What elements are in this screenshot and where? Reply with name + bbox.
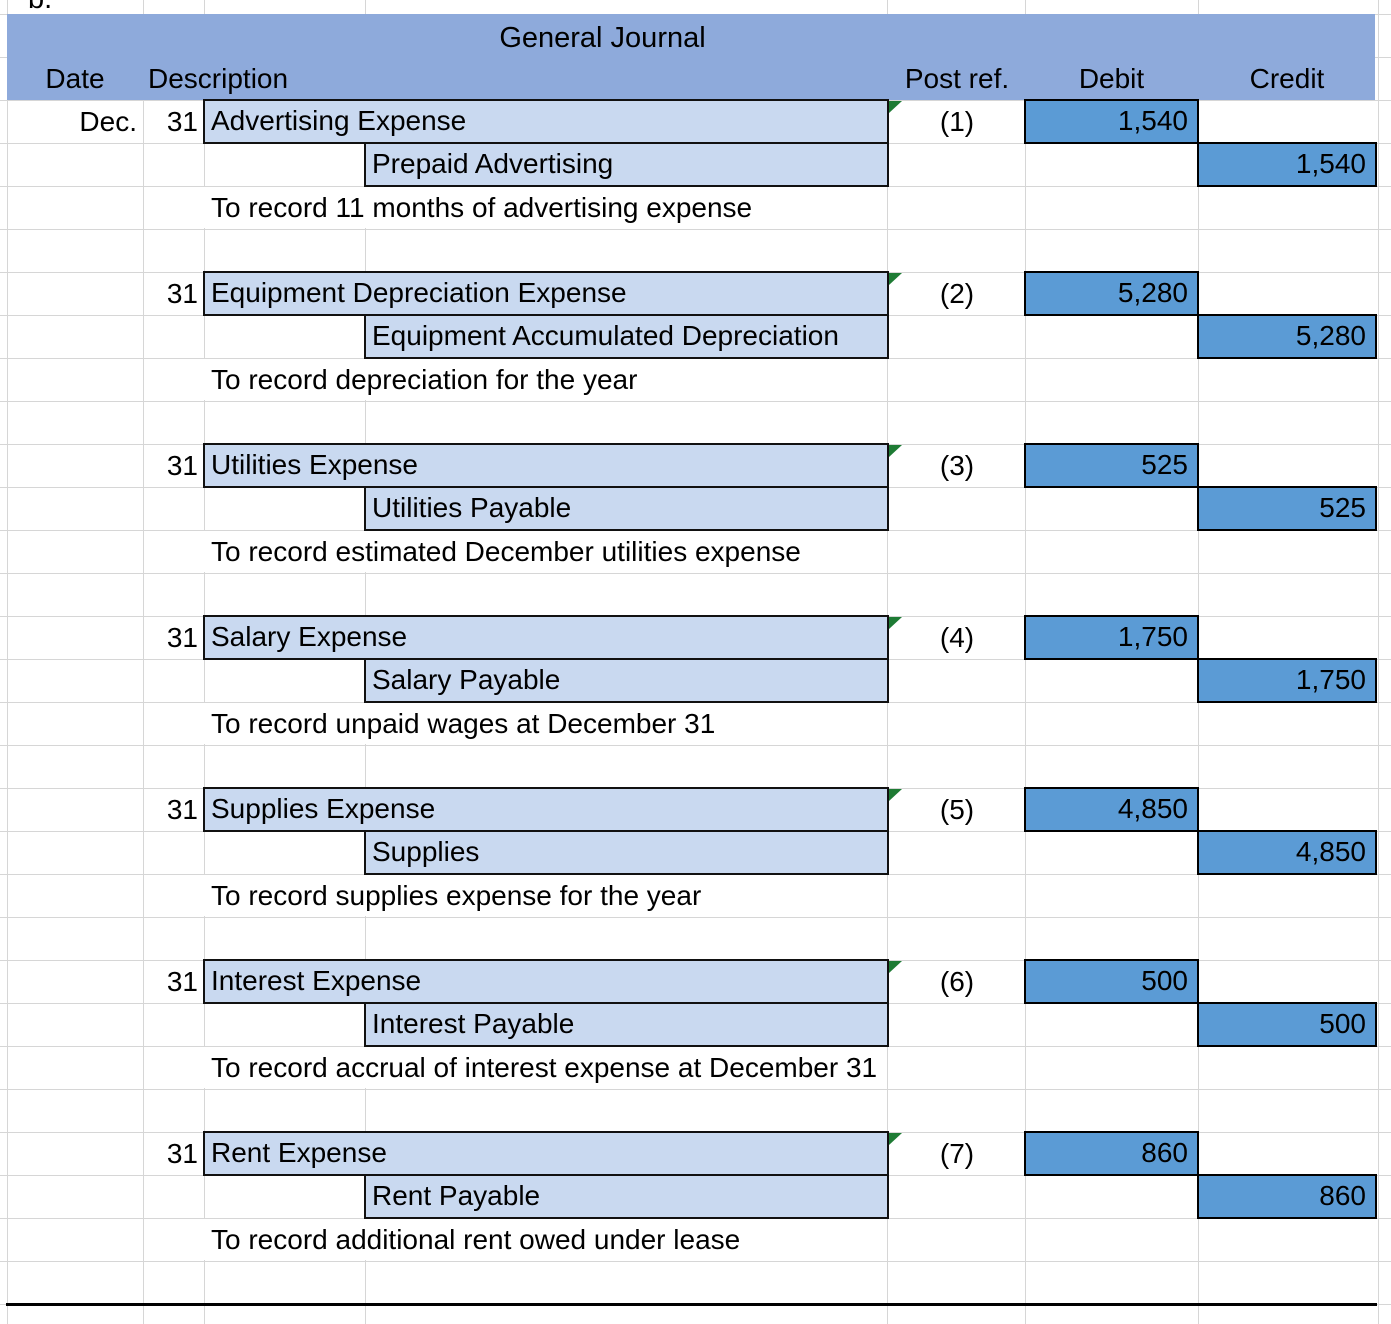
debit-amount-cell[interactable]: 1,540 <box>1024 99 1199 144</box>
credit-account-cell[interactable]: Rent Payable <box>364 1174 889 1219</box>
date-day-cell[interactable]: 31 <box>166 278 198 309</box>
memo-cell[interactable]: To record additional rent owed under lea… <box>204 1219 747 1260</box>
column-header-description[interactable]: Description <box>148 63 289 94</box>
gridline <box>0 917 1391 918</box>
debit-amount-cell[interactable]: 5,280 <box>1024 271 1199 316</box>
credit-amount-cell[interactable]: 525 <box>1197 486 1377 531</box>
gridline <box>143 0 144 1324</box>
credit-account-cell[interactable]: Equipment Accumulated Depreciation <box>364 314 889 359</box>
date-day-cell[interactable]: 31 <box>166 966 198 997</box>
memo-cell[interactable]: To record accrual of interest expense at… <box>204 1047 884 1088</box>
date-day-cell[interactable]: 31 <box>166 450 198 481</box>
date-day-cell[interactable]: 31 <box>166 1138 198 1169</box>
gridline <box>0 1261 1391 1262</box>
column-header-debit[interactable]: Debit <box>1078 63 1145 94</box>
post-ref-cell[interactable]: (1) <box>939 106 975 137</box>
debit-account-cell[interactable]: Utilities Expense <box>203 443 889 488</box>
gridline <box>0 745 1391 746</box>
debit-account-cell[interactable]: Rent Expense <box>203 1131 889 1176</box>
date-day-cell[interactable]: 31 <box>166 106 198 137</box>
credit-amount-cell[interactable]: 500 <box>1197 1002 1377 1047</box>
debit-amount-cell[interactable]: 525 <box>1024 443 1199 488</box>
debit-amount-cell[interactable]: 500 <box>1024 959 1199 1004</box>
journal-header-band <box>7 14 1375 100</box>
debit-amount-cell[interactable]: 4,850 <box>1024 787 1199 832</box>
gridline <box>0 1089 1391 1090</box>
post-ref-cell[interactable]: (5) <box>939 794 975 825</box>
credit-account-cell[interactable]: Interest Payable <box>364 1002 889 1047</box>
credit-amount-cell[interactable]: 4,850 <box>1197 830 1377 875</box>
debit-account-cell[interactable]: Salary Expense <box>203 615 889 660</box>
memo-cell[interactable]: To record depreciation for the year <box>204 359 644 400</box>
gridline <box>1378 0 1379 1324</box>
credit-account-cell[interactable]: Prepaid Advertising <box>364 142 889 187</box>
post-ref-cell[interactable]: (6) <box>939 966 975 997</box>
memo-cell[interactable]: To record estimated December utilities e… <box>204 531 807 572</box>
credit-amount-cell[interactable]: 5,280 <box>1197 314 1377 359</box>
credit-account-cell[interactable]: Salary Payable <box>364 658 889 703</box>
debit-amount-cell[interactable]: 860 <box>1024 1131 1199 1176</box>
memo-cell[interactable]: To record 11 months of advertising expen… <box>204 187 759 228</box>
column-header-date[interactable]: Date <box>45 63 105 94</box>
date-day-cell[interactable]: 31 <box>166 622 198 653</box>
gridline <box>0 573 1391 574</box>
debit-account-cell[interactable]: Equipment Depreciation Expense <box>203 271 889 316</box>
debit-account-cell[interactable]: Supplies Expense <box>203 787 889 832</box>
credit-account-cell[interactable]: Utilities Payable <box>364 486 889 531</box>
bottom-border-line <box>6 1303 1377 1306</box>
gridline <box>0 229 1391 230</box>
credit-amount-cell[interactable]: 1,750 <box>1197 658 1377 703</box>
date-month-cell[interactable]: Dec. <box>79 106 137 137</box>
gridline <box>7 0 8 1324</box>
memo-cell[interactable]: To record supplies expense for the year <box>204 875 708 916</box>
post-ref-cell[interactable]: (7) <box>939 1138 975 1169</box>
gridline <box>1025 0 1026 1324</box>
debit-account-cell[interactable]: Advertising Expense <box>203 99 889 144</box>
column-header-credit[interactable]: Credit <box>1249 63 1325 94</box>
date-day-cell[interactable]: 31 <box>166 794 198 825</box>
debit-account-cell[interactable]: Interest Expense <box>203 959 889 1004</box>
post-ref-cell[interactable]: (2) <box>939 278 975 309</box>
credit-account-cell[interactable]: Supplies <box>364 830 889 875</box>
corner-label-cell[interactable]: b. <box>28 0 52 16</box>
credit-amount-cell[interactable]: 860 <box>1197 1174 1377 1219</box>
post-ref-cell[interactable]: (3) <box>939 450 975 481</box>
post-ref-cell[interactable]: (4) <box>939 622 975 653</box>
memo-cell[interactable]: To record unpaid wages at December 31 <box>204 703 722 744</box>
gridline <box>0 401 1391 402</box>
gridline <box>204 0 205 1324</box>
credit-amount-cell[interactable]: 1,540 <box>1197 142 1377 187</box>
column-header-post-ref[interactable]: Post ref. <box>904 63 1010 94</box>
debit-amount-cell[interactable]: 1,750 <box>1024 615 1199 660</box>
journal-title-cell[interactable]: General Journal <box>499 22 706 54</box>
